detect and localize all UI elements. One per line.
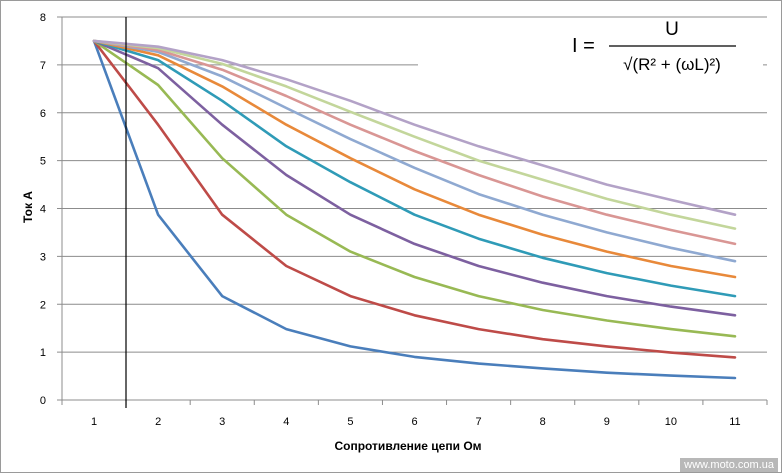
series-line-3 (92, 39, 737, 338)
series-line-1 (92, 39, 737, 380)
series-line-4 (92, 39, 737, 317)
x-tick-label: 4 (283, 416, 289, 428)
x-tick-label: 6 (411, 416, 417, 428)
formula-numerator: U (665, 19, 679, 40)
y-tick-label: 7 (40, 60, 46, 72)
x-tick-label: 8 (540, 416, 546, 428)
formula-lhs: I = (572, 35, 595, 57)
x-tick-label: 10 (665, 416, 677, 428)
x-axis-label: Сопротивление цепи Ом (334, 439, 481, 453)
tick-labels: 0 1 2 3 4 5 6 7 8 1 2 3 4 5 6 7 8 9 10 11 (40, 12, 741, 428)
watermark: www.moto.com.ua (680, 458, 778, 472)
y-tick-label: 1 (40, 347, 46, 359)
series-line-2 (92, 39, 737, 359)
series-line-7 (92, 39, 737, 263)
series-lines (92, 39, 737, 380)
y-tick-label: 3 (40, 251, 46, 263)
x-tick-label: 11 (729, 416, 740, 428)
x-tick-label: 9 (604, 416, 610, 428)
formula-background (418, 18, 763, 92)
y-tick-label: 4 (40, 204, 46, 216)
series-line-6 (92, 39, 737, 279)
y-tick-label: 5 (40, 156, 46, 168)
x-tick-label: 2 (155, 416, 161, 428)
series-line-10 (92, 39, 737, 216)
y-tick-label: 8 (40, 12, 46, 24)
series-line-9 (92, 39, 737, 230)
x-tick-label: 3 (219, 416, 225, 428)
formula-annotation: I = U √(R² + (ωL)²) (572, 19, 736, 74)
x-tick-label: 5 (347, 416, 353, 428)
x-tick-label: 7 (476, 416, 482, 428)
y-tick-label: 2 (40, 299, 46, 311)
x-tick-label: 1 (91, 416, 97, 428)
series-line-8 (92, 39, 737, 246)
formula-denominator: √(R² + (ωL)²) (623, 55, 721, 74)
series-line-5 (92, 39, 737, 298)
y-tick-label: 0 (40, 395, 46, 407)
y-tick-label: 6 (40, 108, 46, 120)
y-axis-label: Ток А (21, 191, 35, 223)
